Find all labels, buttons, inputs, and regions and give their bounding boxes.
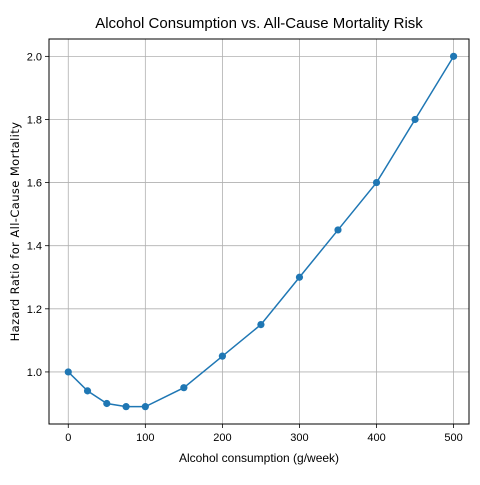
y-tick-label: 1.2: [27, 304, 42, 316]
x-tick-label: 100: [136, 432, 154, 444]
chart-title: Alcohol Consumption vs. All-Cause Mortal…: [95, 15, 423, 32]
axis-ticks: 0 100 200 300 400 500 1.0 1.2 1.4 1.6 1.8 2.0: [27, 51, 463, 444]
y-tick-label: 1.4: [27, 241, 42, 253]
data-point: [334, 226, 342, 234]
x-tick-label: 300: [290, 432, 308, 444]
data-point: [449, 52, 458, 60]
data-point: [83, 387, 92, 395]
data-point: [180, 384, 188, 392]
y-tick-label: 1.6: [27, 178, 42, 190]
data-point: [141, 403, 149, 411]
y-tick-label: 2.0: [27, 51, 42, 63]
y-tick-label: 1.8: [27, 114, 42, 126]
y-axis-label: Hazard Ratio for All-Cause Mortality: [8, 122, 22, 342]
data-point: [372, 178, 381, 187]
x-tick-label: 400: [367, 432, 385, 444]
x-axis-label: Alcohol consumption (g/week): [179, 451, 339, 465]
x-tick-label: 200: [213, 432, 231, 444]
data-point: [103, 399, 111, 408]
x-tick-label: 500: [444, 432, 462, 444]
data-point: [64, 368, 72, 376]
grid-lines: [49, 39, 469, 424]
data-point: [218, 352, 226, 360]
data-point: [122, 403, 130, 411]
data-point: [295, 273, 304, 281]
data-point: [257, 320, 265, 329]
data-point: [411, 115, 419, 124]
x-tick-label: 0: [65, 432, 71, 444]
plot-frame: [48, 38, 470, 425]
y-tick-label: 1.0: [27, 367, 42, 379]
data-series: [64, 52, 458, 411]
